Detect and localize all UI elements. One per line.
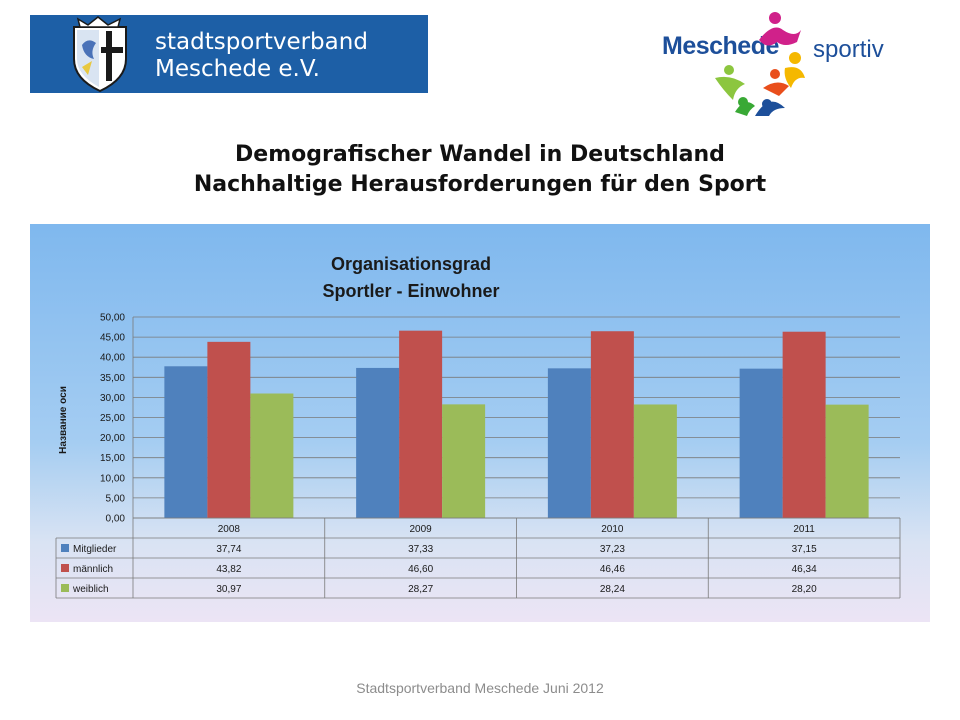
chart-title-line2: Sportler - Einwohner (322, 281, 499, 301)
y-tick-label: 50,00 (100, 313, 125, 324)
y-tick-label: 45,00 (100, 333, 125, 344)
meschede-sportiv-logo: Meschede sportiv (655, 12, 895, 117)
data-label: 30,97 (216, 584, 241, 595)
x-tick-label: 2008 (218, 524, 241, 535)
data-label: 37,74 (216, 544, 241, 555)
data-label: 37,23 (600, 544, 625, 555)
y-tick-label: 25,00 (100, 413, 125, 424)
data-label: 46,34 (792, 564, 817, 575)
y-tick-label: 40,00 (100, 353, 125, 364)
logo-right-word2: sportiv (813, 36, 884, 63)
bar-weiblich-2009 (442, 404, 486, 518)
bar-Mitglieder-2009 (356, 367, 400, 518)
x-tick-label: 2010 (601, 524, 624, 535)
logo-left-line2: Meschede e.V. (155, 56, 320, 82)
legend-label: weiblich (72, 584, 109, 595)
data-label: 37,15 (792, 544, 817, 555)
bar-männlich-2010 (590, 331, 634, 518)
page-title: Demografischer Wandel in Deutschland (235, 142, 725, 167)
y-tick-label: 35,00 (100, 373, 125, 384)
legend-key-Mitglieder (61, 544, 69, 552)
data-label: 46,60 (408, 564, 433, 575)
y-tick-label: 15,00 (100, 453, 125, 464)
logo-right-word1: Meschede (662, 32, 779, 60)
logo-left-line1: stadtsportverband (155, 29, 368, 55)
data-label: 43,82 (216, 564, 241, 575)
data-label: 28,20 (792, 584, 817, 595)
y-tick-label: 5,00 (106, 493, 126, 504)
y-tick-label: 20,00 (100, 433, 125, 444)
data-label: 28,27 (408, 584, 433, 595)
y-axis-label: Название оси (58, 386, 69, 454)
bar-Mitglieder-2008 (164, 366, 208, 518)
bar-männlich-2011 (782, 331, 826, 518)
data-label: 46,46 (600, 564, 625, 575)
bar-weiblich-2008 (250, 393, 294, 518)
x-tick-label: 2011 (793, 524, 815, 535)
y-tick-label: 10,00 (100, 473, 125, 484)
y-tick-label: 0,00 (106, 514, 126, 525)
bar-weiblich-2010 (633, 404, 677, 518)
chart-panel: Organisationsgrad Sportler - Einwohner Н… (30, 224, 930, 622)
x-tick-label: 2009 (410, 524, 433, 535)
bar-chart: Organisationsgrad Sportler - Einwohner Н… (55, 254, 901, 599)
bar-weiblich-2011 (825, 404, 869, 518)
bar-männlich-2008 (207, 341, 251, 518)
page-subtitle: Nachhaltige Herausforderungen für den Sp… (193, 172, 767, 197)
bar-Mitglieder-2011 (739, 368, 783, 518)
legend-key-weiblich (61, 584, 69, 592)
legend-label: männlich (73, 564, 113, 575)
legend-label: Mitglieder (73, 544, 117, 555)
footer-text: Stadtsportverband Meschede Juni 2012 (356, 680, 604, 696)
data-label: 37,33 (408, 544, 433, 555)
bar-männlich-2009 (399, 330, 443, 518)
y-tick-label: 30,00 (100, 393, 125, 404)
data-label: 28,24 (600, 584, 625, 595)
sport-figures-icon (715, 12, 805, 116)
coat-of-arms-icon (73, 16, 127, 93)
chart-title-line1: Organisationsgrad (331, 254, 491, 274)
legend-key-männlich (61, 564, 69, 572)
bar-Mitglieder-2010 (547, 368, 591, 518)
stadtsportverband-logo: stadtsportverband Meschede e.V. (30, 15, 428, 93)
